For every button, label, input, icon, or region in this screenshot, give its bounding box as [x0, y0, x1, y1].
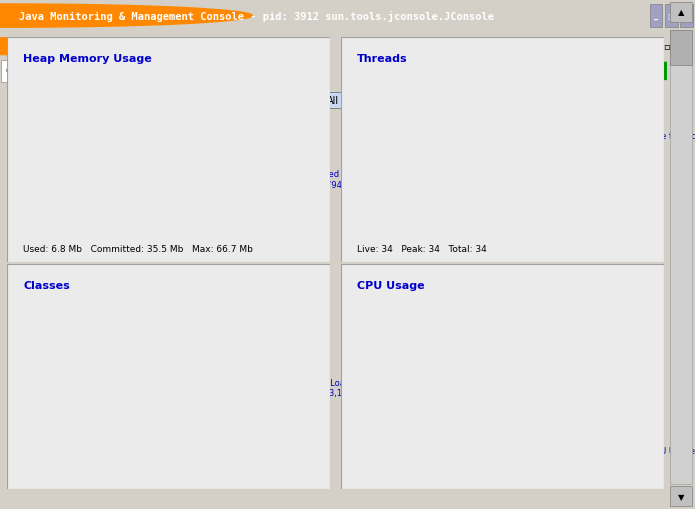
Text: Classes: Classes — [161, 67, 195, 76]
Text: _: _ — [646, 41, 651, 51]
Text: ◄ Live threads
   34: ◄ Live threads 34 — [640, 132, 695, 151]
FancyBboxPatch shape — [1, 61, 52, 83]
Text: Help: Help — [122, 41, 144, 51]
Text: MBeans: MBeans — [281, 67, 316, 76]
Text: ▾: ▾ — [381, 96, 386, 106]
Text: ◄: ◄ — [306, 173, 313, 182]
Text: ▼: ▼ — [678, 492, 685, 501]
FancyBboxPatch shape — [341, 38, 664, 262]
FancyBboxPatch shape — [650, 5, 662, 28]
Text: ◄ CPU Usage
   7%: ◄ CPU Usage 7% — [640, 446, 695, 465]
FancyBboxPatch shape — [205, 61, 269, 83]
Text: Threads: Threads — [114, 67, 150, 76]
Text: Used
6,794,544: Used 6,794,544 — [318, 170, 360, 189]
FancyBboxPatch shape — [58, 61, 106, 83]
FancyBboxPatch shape — [670, 486, 692, 506]
FancyBboxPatch shape — [665, 5, 678, 28]
FancyBboxPatch shape — [341, 265, 664, 489]
Text: Time Range:: Time Range: — [254, 96, 319, 106]
Text: Connection: Connection — [24, 41, 79, 51]
Text: Heap Memory Usage: Heap Memory Usage — [23, 54, 152, 64]
Circle shape — [0, 5, 252, 28]
Text: Memory: Memory — [63, 67, 100, 76]
Text: Used: 6.8 Mb   Committed: 35.5 Mb   Max: 66.7 Mb: Used: 6.8 Mb Committed: 35.5 Mb Max: 66.… — [23, 244, 253, 253]
Text: _: _ — [654, 12, 658, 21]
Text: Java Monitoring & Management Console - pid: 3912 sun.tools.jconsole.JConsole: Java Monitoring & Management Console - p… — [19, 11, 493, 22]
Text: ▲: ▲ — [678, 8, 685, 17]
Text: ▫: ▫ — [663, 41, 670, 51]
Circle shape — [417, 63, 695, 80]
Text: ◄ Loaded
   3,127: ◄ Loaded 3,127 — [320, 378, 361, 398]
Text: Threads: Threads — [357, 54, 407, 64]
Circle shape — [0, 39, 221, 55]
FancyBboxPatch shape — [377, 93, 389, 109]
FancyBboxPatch shape — [670, 31, 692, 484]
Text: X: X — [683, 12, 690, 21]
Text: Window: Window — [80, 41, 118, 51]
FancyBboxPatch shape — [158, 61, 199, 83]
FancyBboxPatch shape — [680, 5, 693, 28]
Text: +: + — [645, 64, 656, 78]
Text: □: □ — [667, 12, 676, 21]
Text: Classes: Classes — [23, 280, 70, 290]
FancyBboxPatch shape — [7, 265, 330, 489]
FancyBboxPatch shape — [275, 61, 322, 83]
Text: Live: 34   Peak: 34   Total: 34: Live: 34 Peak: 34 Total: 34 — [357, 244, 486, 253]
Text: x: x — [680, 41, 685, 51]
Text: All: All — [327, 96, 339, 106]
FancyBboxPatch shape — [320, 93, 387, 109]
Text: CPU Usage: CPU Usage — [357, 280, 425, 290]
FancyBboxPatch shape — [111, 61, 152, 83]
FancyBboxPatch shape — [670, 31, 692, 66]
FancyBboxPatch shape — [7, 38, 330, 262]
FancyBboxPatch shape — [670, 3, 692, 23]
Text: VM Summary: VM Summary — [206, 67, 267, 76]
Text: Overview: Overview — [6, 67, 48, 76]
